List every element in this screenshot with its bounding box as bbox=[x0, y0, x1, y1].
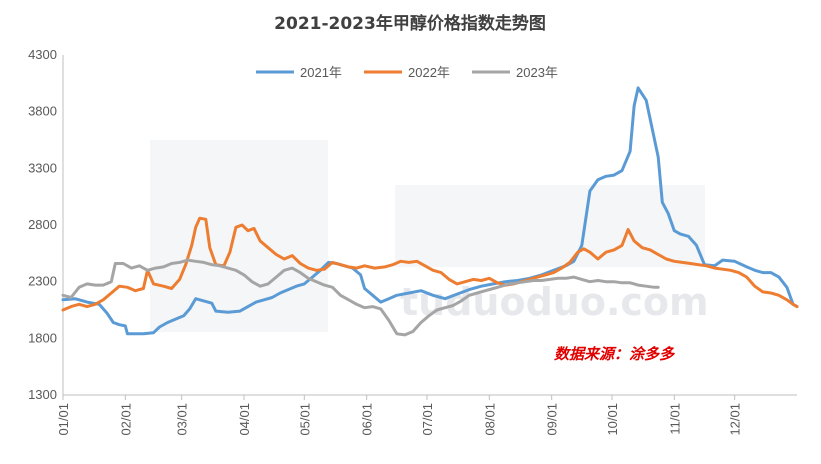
x-tick-label: 08/01 bbox=[482, 403, 497, 436]
watermark: tuduoduo.com bbox=[150, 140, 709, 332]
y-tick-label: 3300 bbox=[28, 160, 57, 175]
x-tick-label: 07/01 bbox=[420, 403, 435, 436]
legend-label: 2023年 bbox=[516, 65, 558, 80]
source-note: 数据来源：涂多多 bbox=[554, 345, 675, 363]
y-tick-label: 3800 bbox=[28, 104, 57, 119]
series-line-2023年 bbox=[61, 258, 660, 337]
series-line-2021年 bbox=[61, 86, 799, 336]
y-axis-ticks: 1300 1800 2300 2800 3300 3800 4300 bbox=[28, 47, 57, 402]
y-tick-label: 4300 bbox=[28, 47, 57, 62]
y-tick-label: 2800 bbox=[28, 217, 57, 232]
series-group bbox=[61, 86, 799, 337]
x-tick-label: 11/01 bbox=[667, 403, 682, 435]
x-tick-label: 01/01 bbox=[56, 403, 71, 436]
x-tick-label: 10/01 bbox=[605, 403, 620, 436]
x-tick-label: 02/01 bbox=[118, 403, 133, 436]
x-tick-label: 09/01 bbox=[545, 403, 560, 436]
x-tick-label: 06/01 bbox=[360, 403, 375, 436]
watermark-block bbox=[150, 140, 328, 332]
y-tick-label: 2300 bbox=[28, 274, 57, 289]
x-tick-label: 03/01 bbox=[175, 403, 190, 436]
legend-label: 2022年 bbox=[408, 65, 450, 80]
x-tick-label: 04/01 bbox=[237, 403, 252, 436]
y-tick-label: 1800 bbox=[28, 330, 57, 345]
x-axis-ticks: 01/01 02/01 03/01 04/01 05/01 06/01 07/01 08/01… bbox=[56, 395, 743, 436]
watermark-text: tuduoduo.com bbox=[400, 280, 709, 324]
chart-title: 2021-2023年甲醇价格指数走势图 bbox=[274, 13, 546, 34]
legend-label: 2021年 bbox=[300, 65, 342, 80]
x-tick-label: 05/01 bbox=[297, 403, 312, 436]
y-tick-label: 1300 bbox=[28, 387, 57, 402]
legend: 2021年 2022年 2023年 bbox=[256, 65, 558, 80]
x-tick-label: 12/01 bbox=[728, 403, 743, 436]
